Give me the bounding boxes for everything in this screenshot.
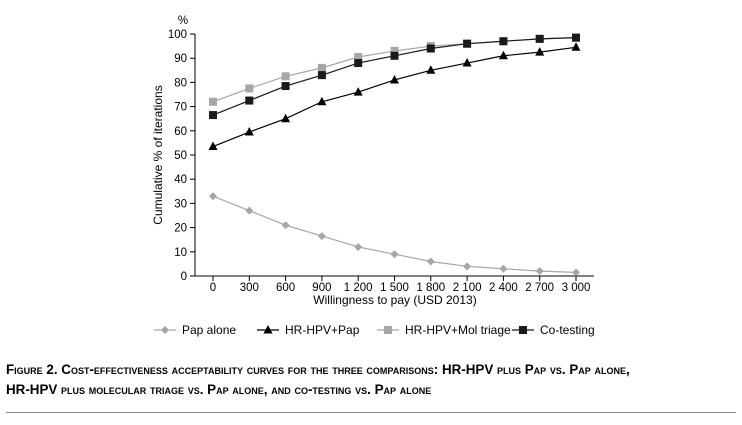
data-point-marker: [354, 52, 363, 61]
data-point-marker: [426, 65, 436, 74]
data-point-marker: [498, 50, 508, 60]
legend-item: Co-testing: [512, 323, 595, 337]
x-tick-label: 900: [312, 282, 331, 294]
data-point-marker: [572, 268, 580, 277]
series-line: [212, 46, 577, 148]
legend-label: HR-HPV+Pap: [285, 323, 360, 337]
data-point-marker: [535, 267, 544, 276]
caption-line-2: HR-HPV plus molecular triage vs. Pap alo…: [6, 382, 432, 397]
legend-item: HR-HPV+Pap: [257, 323, 360, 337]
legend-label: HR-HPV+Mol triage: [405, 323, 511, 337]
x-tick-label: 2 400: [489, 282, 518, 294]
y-tick-label: 60: [174, 126, 187, 138]
data-point-marker: [499, 37, 508, 46]
series-hr-hpv-pap: [208, 42, 581, 151]
data-point-marker: [354, 242, 363, 251]
legend-item: Pap alone: [154, 323, 236, 337]
data-point-marker: [462, 58, 472, 67]
series-co-testing: [209, 33, 580, 120]
data-point-marker: [463, 262, 472, 271]
data-point-marker: [572, 33, 580, 42]
y-tick-label: 70: [174, 102, 187, 114]
data-point-marker: [535, 47, 545, 56]
caption-bottom-rule: [6, 412, 736, 413]
y-axis-unit-label: %: [178, 15, 188, 27]
data-point-marker: [317, 232, 326, 241]
data-point-marker: [281, 72, 290, 81]
data-point-marker: [426, 257, 435, 266]
y-axis-title: Cumulative % of iterations: [151, 85, 165, 224]
data-point-marker: [317, 96, 327, 106]
data-point-marker: [390, 51, 399, 60]
data-point-marker: [281, 82, 290, 91]
data-point-marker: [571, 42, 581, 51]
data-point-marker: [354, 59, 363, 68]
x-tick-label: 2 100: [453, 282, 482, 294]
legend-marker: [519, 326, 527, 334]
data-point-marker: [209, 192, 217, 201]
x-tick-label: 1 800: [416, 282, 445, 294]
data-point-marker: [209, 97, 217, 106]
x-tick-label: 600: [276, 282, 295, 294]
legend-marker: [161, 326, 169, 334]
y-tick-label: 50: [174, 150, 187, 162]
legend-label: Pap alone: [182, 323, 236, 337]
data-point-marker: [535, 34, 544, 43]
data-point-marker: [353, 87, 363, 96]
series-layer: [208, 33, 581, 277]
y-tick-label: 10: [174, 247, 187, 259]
legend-item: HR-HPV+Mol triage: [377, 323, 511, 337]
y-tick-label: 80: [174, 77, 187, 89]
data-point-marker: [390, 74, 399, 84]
data-point-marker: [245, 96, 254, 105]
y-tick-label: 30: [174, 198, 187, 210]
data-point-marker: [426, 44, 435, 53]
data-point-marker: [317, 63, 326, 72]
data-point-marker: [499, 264, 508, 273]
data-point-marker: [245, 84, 254, 93]
x-tick-label: 1 200: [344, 282, 373, 294]
data-point-marker: [209, 111, 217, 120]
data-point-marker: [390, 46, 399, 55]
figure-caption: Figure 2. Cost-effectiveness acceptabili…: [6, 360, 736, 400]
data-point-marker: [245, 206, 254, 215]
legend-marker: [263, 325, 273, 334]
axes: 0 10 20 30 40 50 60 70 80 90 100 0 300 600 900 1 200 1 5…: [168, 29, 594, 294]
data-point-marker: [208, 141, 218, 151]
y-tick-label: 20: [174, 223, 187, 235]
y-tick-label: 90: [174, 53, 187, 65]
series-pap-alone: [209, 192, 580, 277]
data-point-marker: [390, 250, 399, 259]
legend-label: Co-testing: [540, 323, 595, 337]
data-point-marker: [463, 39, 472, 48]
data-point-marker: [244, 127, 254, 136]
y-tick-label: 100: [168, 29, 187, 41]
series-line: [212, 195, 577, 273]
data-point-marker: [281, 113, 291, 123]
y-tick-label: 0: [181, 271, 187, 283]
data-point-marker: [281, 221, 290, 230]
caption-line-1: Figure 2. Cost-effectiveness acceptabili…: [6, 362, 630, 377]
x-tick-label: 3 000: [562, 282, 591, 294]
x-tick-label: 1 500: [380, 282, 409, 294]
x-tick-label: 300: [240, 282, 259, 294]
x-axis-title: Willingness to pay (USD 2013): [313, 293, 476, 307]
legend-marker: [384, 326, 392, 334]
legend: Pap alone HR-HPV+Pap HR-HPV+Mol triage Co-t…: [154, 323, 595, 337]
data-point-marker: [317, 71, 326, 80]
x-tick-label: 2 700: [525, 282, 554, 294]
chart-svg: % Cumulative % of iterations Willingness…: [151, 15, 595, 337]
x-tick-label: 0: [210, 282, 216, 294]
y-tick-label: 40: [174, 174, 187, 186]
